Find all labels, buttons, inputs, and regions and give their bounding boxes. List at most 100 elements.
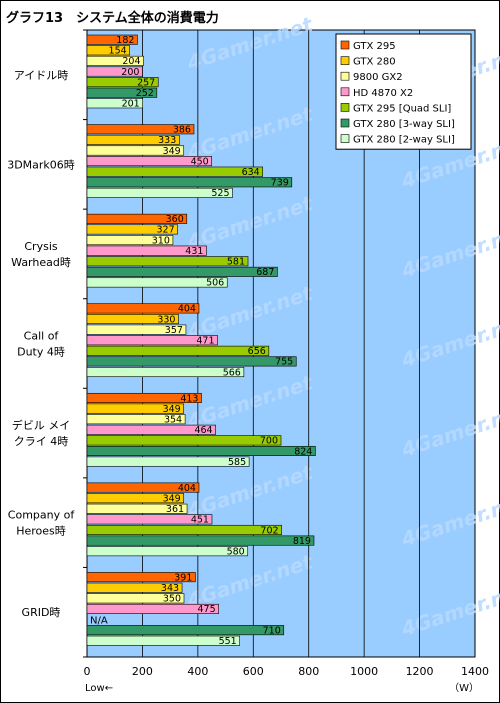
category-label: クライ 4時 xyxy=(14,435,69,448)
bar xyxy=(86,635,241,646)
x-tick-label: 400 xyxy=(187,665,208,678)
bar-value-label: 739 xyxy=(271,178,289,189)
legend-label: GTX 280 [2-way SLI] xyxy=(353,135,455,146)
bar xyxy=(86,213,188,224)
bar-value-label: 687 xyxy=(256,267,274,278)
bar xyxy=(86,187,233,198)
bar-value-label: 566 xyxy=(223,367,241,378)
bar xyxy=(86,124,195,135)
na-label: N/A xyxy=(90,615,108,626)
bar xyxy=(86,367,245,378)
category-label: GRID時 xyxy=(22,606,61,619)
category-label: Call of xyxy=(24,330,60,343)
bar-value-label: 702 xyxy=(260,525,278,536)
bar-value-label: 580 xyxy=(227,546,245,557)
legend-label: GTX 280 xyxy=(353,57,396,68)
bar xyxy=(86,435,282,446)
bar xyxy=(86,55,144,66)
bar-value-label: 819 xyxy=(293,536,311,547)
category-label: 3DMark06時 xyxy=(7,158,75,171)
x-tick-label: 1000 xyxy=(350,665,378,678)
bar xyxy=(86,177,293,188)
legend-label: GTX 295 xyxy=(353,41,396,52)
bar-value-label: 404 xyxy=(178,304,196,315)
category-label: Warhead時 xyxy=(11,256,71,269)
bar-value-label: 349 xyxy=(163,493,181,504)
x-tick-label: 600 xyxy=(243,665,264,678)
bar-value-label: 327 xyxy=(156,225,174,236)
x-tick-label: 1200 xyxy=(406,665,434,678)
bar xyxy=(86,266,278,277)
category-label: Company of xyxy=(8,509,76,522)
bar xyxy=(86,524,282,535)
bar-value-label: 257 xyxy=(137,77,155,88)
bar-value-label: 581 xyxy=(227,257,245,268)
bar-value-label: 360 xyxy=(166,214,184,225)
bar-value-label: 333 xyxy=(158,135,176,146)
legend-swatch xyxy=(340,71,350,81)
bar xyxy=(86,424,216,435)
bar-value-label: 182 xyxy=(116,35,134,46)
bar-value-label: 310 xyxy=(152,235,170,246)
bar-value-label: 154 xyxy=(109,46,127,57)
legend-swatch xyxy=(340,103,350,112)
bar xyxy=(86,514,213,525)
legend-label: GTX 295 [Quad SLI] xyxy=(353,103,451,114)
low-label: Low← xyxy=(85,683,113,694)
bar xyxy=(86,335,218,346)
bar xyxy=(86,145,185,156)
legend-swatch xyxy=(340,40,350,50)
bar xyxy=(86,45,130,56)
bar xyxy=(86,445,316,456)
bar-value-label: 413 xyxy=(180,393,198,404)
bar xyxy=(86,356,297,367)
bar xyxy=(86,593,185,604)
bar-value-label: 824 xyxy=(294,446,312,457)
bar xyxy=(86,535,315,546)
bar-value-label: 431 xyxy=(185,246,203,257)
bar xyxy=(86,403,185,414)
bar-value-label: 475 xyxy=(198,604,216,615)
bar-value-label: 464 xyxy=(194,425,212,436)
x-tick-label: 800 xyxy=(298,665,319,678)
bar xyxy=(86,324,187,335)
bar xyxy=(86,166,264,177)
category-label: デビル メイ xyxy=(12,418,71,432)
bar-value-label: 506 xyxy=(206,278,224,289)
bar-value-label: 404 xyxy=(178,483,196,494)
bar xyxy=(86,245,207,256)
legend-swatch xyxy=(340,87,350,97)
bar-value-label: 349 xyxy=(163,404,181,415)
bar-value-label: 386 xyxy=(173,125,191,136)
category-label: アイドル時 xyxy=(14,69,68,82)
legend-swatch xyxy=(340,134,350,143)
legend-swatch xyxy=(340,56,350,65)
bar xyxy=(86,546,249,557)
bar xyxy=(86,314,179,325)
bar xyxy=(86,235,174,246)
bar-value-label: 755 xyxy=(275,357,293,368)
bar xyxy=(86,224,178,235)
bar xyxy=(86,603,219,614)
bar-value-label: 451 xyxy=(191,515,209,526)
bar-value-label: 252 xyxy=(136,88,154,99)
bar xyxy=(86,482,200,493)
bar-value-label: 343 xyxy=(161,583,179,594)
bar xyxy=(86,493,185,504)
bar xyxy=(86,456,250,467)
bar xyxy=(86,134,180,145)
bar xyxy=(86,66,143,77)
bar-value-label: 349 xyxy=(163,146,181,157)
bar-value-label: 551 xyxy=(219,636,237,647)
bar-value-label: 700 xyxy=(260,436,278,447)
legend-label: HD 4870 X2 xyxy=(353,88,413,99)
bar xyxy=(86,256,249,267)
bar-value-label: 330 xyxy=(157,314,175,325)
bar-value-label: 656 xyxy=(248,346,266,357)
bar xyxy=(86,582,183,593)
bar xyxy=(86,503,188,514)
bar xyxy=(86,156,213,167)
bar-value-label: 634 xyxy=(242,167,260,178)
x-tick-label: 1400 xyxy=(461,665,489,678)
